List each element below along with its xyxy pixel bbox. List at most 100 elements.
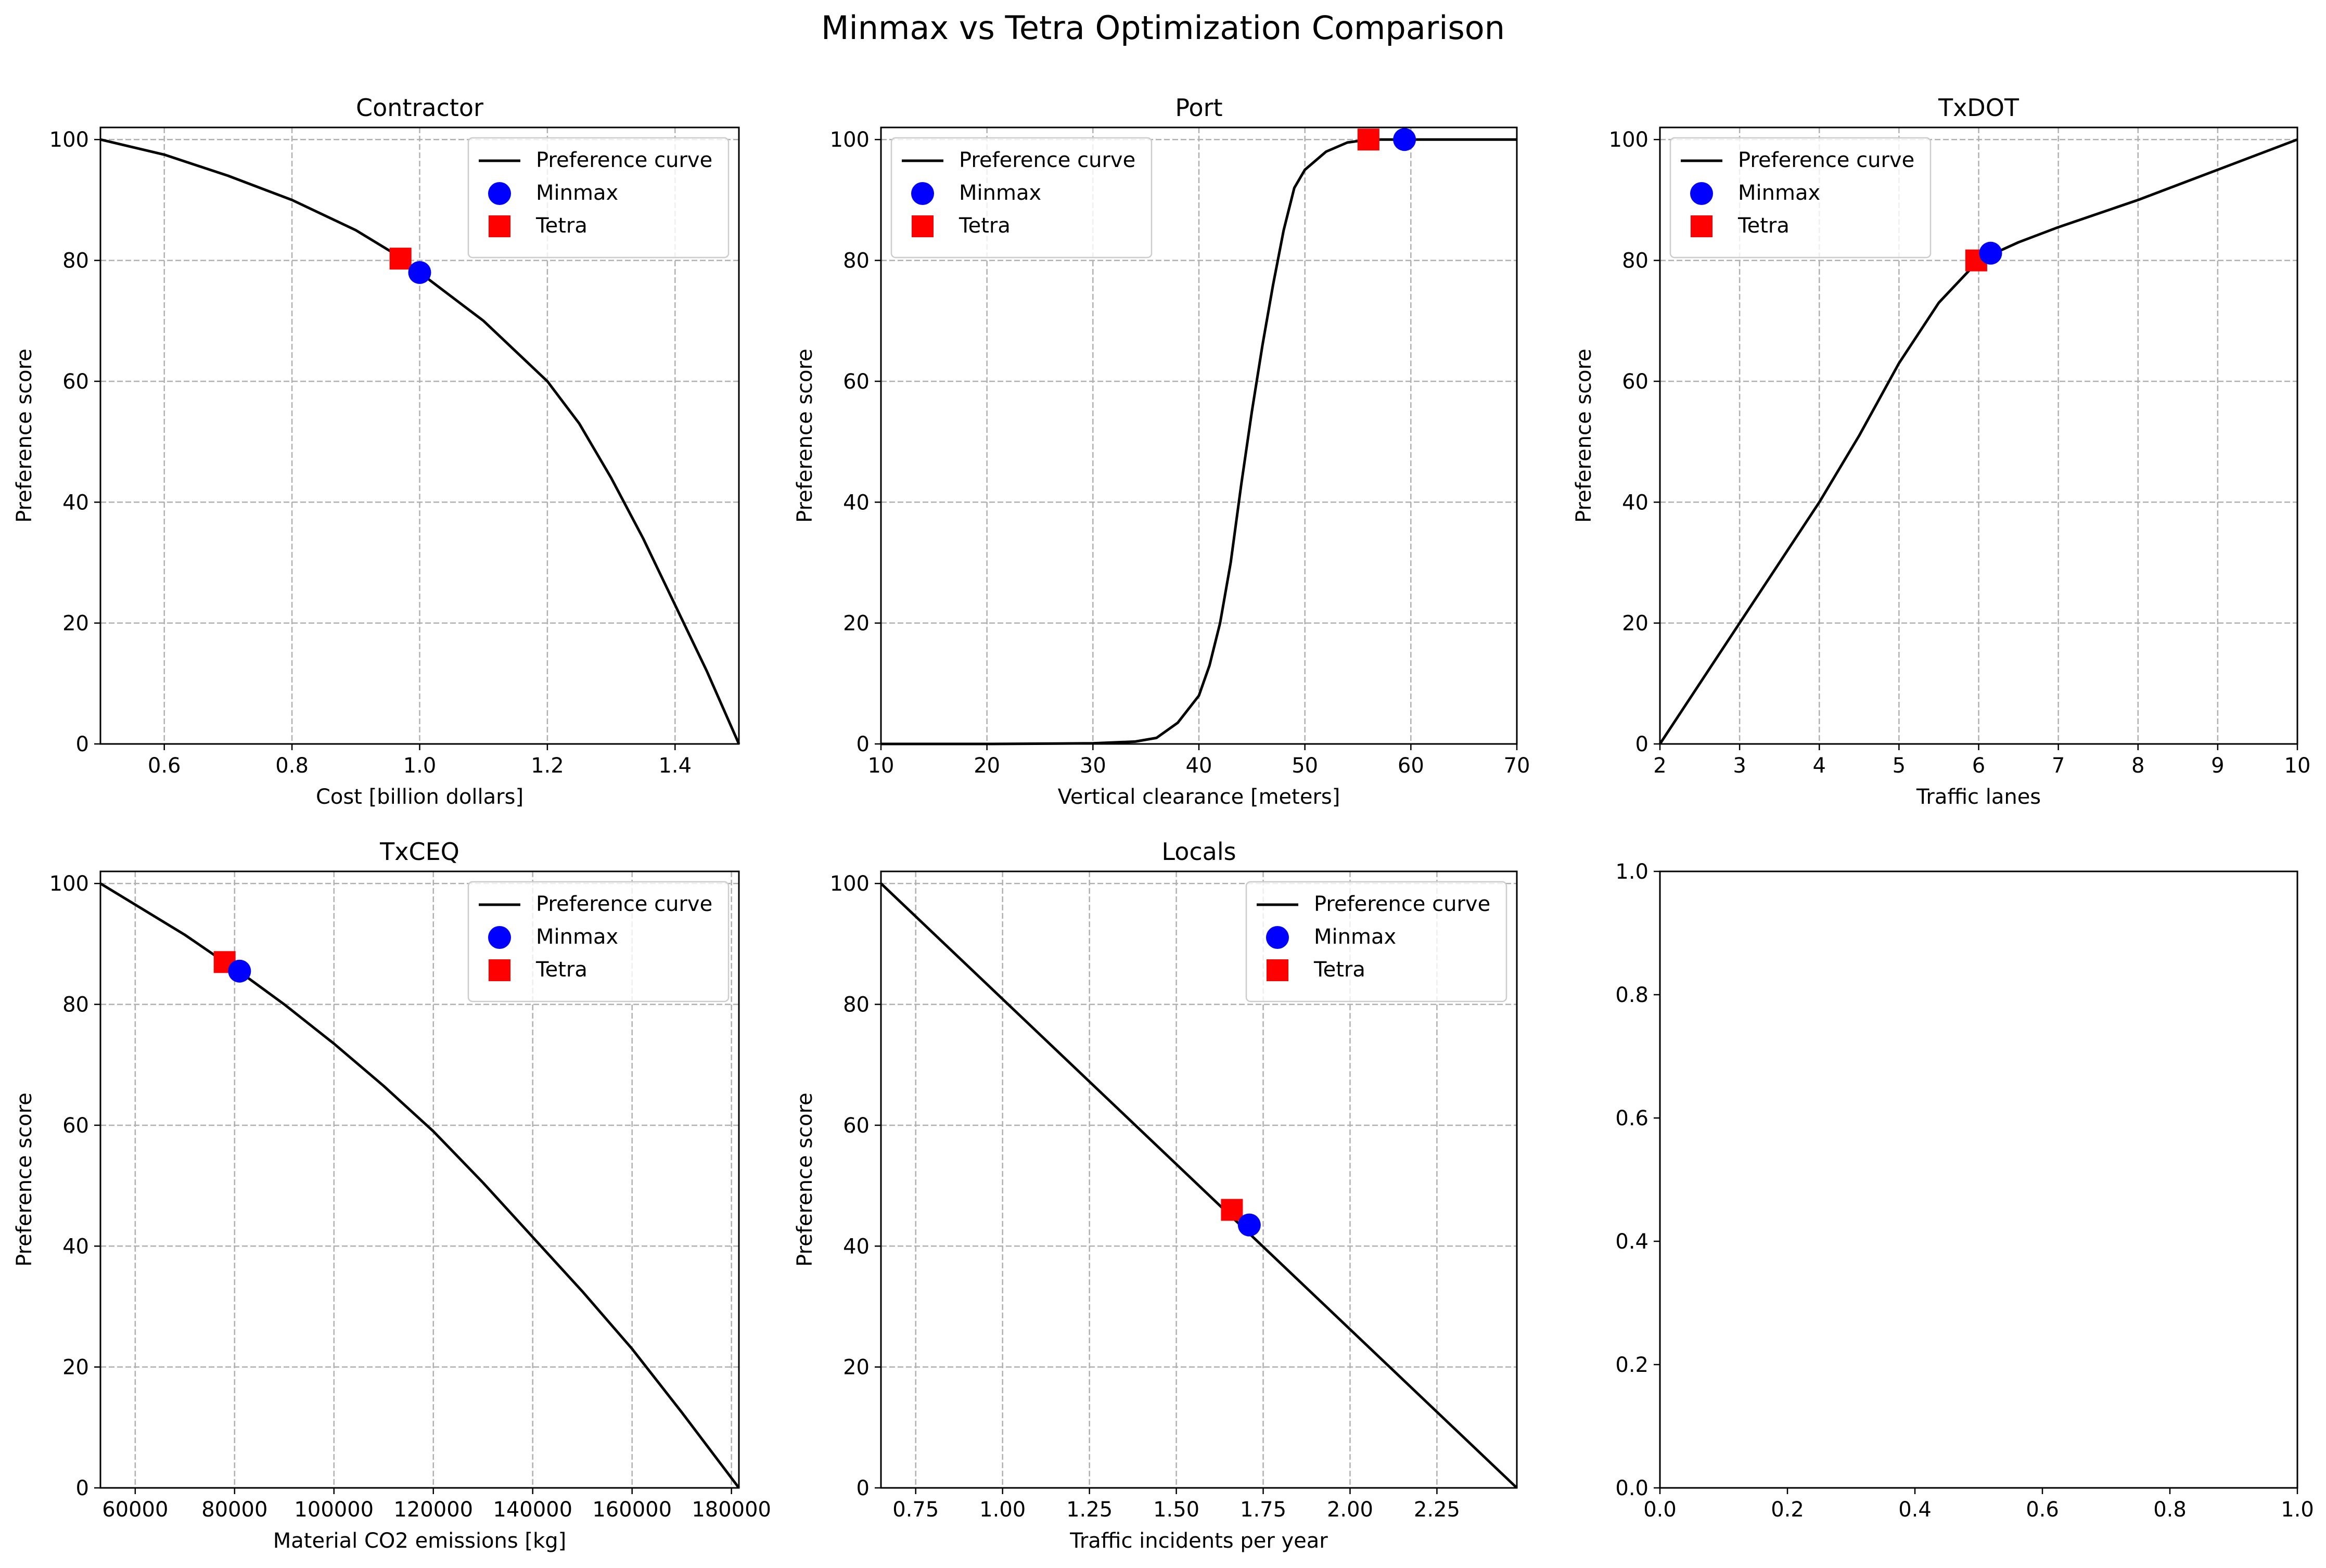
x-tick-label: 100000 (294, 1498, 374, 1522)
legend-label-minmax: Minmax (536, 925, 618, 949)
legend-label-minmax: Minmax (1738, 181, 1820, 205)
legend-box (1669, 137, 1932, 259)
x-tick-label: 80000 (201, 1498, 267, 1522)
x-tick-label: 1.25 (1066, 1498, 1113, 1522)
legend: Preference curve Minmax Tetra (1669, 137, 1932, 259)
x-tick-label: 1.4 (658, 754, 692, 778)
x-tick-label: 2.00 (1327, 1498, 1373, 1522)
y-tick-label: 0 (857, 732, 870, 756)
y-tick-label: 40 (1622, 491, 1648, 515)
legend-tetra-swatch (1267, 959, 1288, 981)
y-tick-label: 20 (62, 612, 89, 636)
y-axis-label: Preference score (12, 349, 36, 523)
y-tick-label: 20 (843, 1356, 870, 1380)
y-tick-label: 0 (857, 1476, 870, 1500)
x-tick-label: 0.8 (275, 754, 309, 778)
y-tick-label: 100 (830, 128, 870, 152)
tetra-point-marker (1357, 128, 1379, 151)
x-tick-label: 180000 (692, 1498, 771, 1522)
tetra-point-marker (1221, 1199, 1243, 1221)
legend-tetra-swatch (489, 215, 510, 237)
legend-tetra-swatch (489, 959, 510, 981)
minmax-point-marker (408, 261, 431, 284)
legend-box (890, 137, 1153, 259)
y-tick-label: 80 (843, 993, 870, 1017)
legend-tetra-swatch (912, 215, 934, 237)
x-tick-label: 50 (1292, 754, 1318, 778)
y-tick-label: 40 (62, 1235, 89, 1258)
x-tick-label: 140000 (493, 1498, 572, 1522)
legend: Preference curve Minmax Tetra (467, 881, 730, 1003)
y-tick-label: 0.6 (1615, 1107, 1648, 1130)
y-tick-label: 40 (843, 491, 870, 515)
x-tick-label: 0.8 (2153, 1498, 2187, 1522)
x-tick-label: 60 (1398, 754, 1424, 778)
legend-label-tetra: Tetra (535, 214, 587, 238)
x-tick-label: 0.6 (148, 754, 181, 778)
figure-title: Minmax vs Tetra Optimization Comparison (821, 9, 1505, 47)
subplot-title: Port (1175, 94, 1222, 122)
minmax-point-marker (1237, 1213, 1261, 1237)
legend: Preference curve Minmax Tetra (890, 137, 1153, 259)
x-tick-label: 160000 (592, 1498, 672, 1522)
legend-minmax-swatch (911, 182, 934, 205)
legend-box (467, 881, 730, 1003)
preference-curve-line (1658, 138, 2298, 745)
y-tick-label: 20 (62, 1356, 89, 1380)
y-tick-label: 0.2 (1615, 1353, 1648, 1377)
axes-frame (99, 870, 740, 1489)
x-tick-label: 40 (1186, 754, 1212, 778)
x-tick-label: 10 (2284, 754, 2311, 778)
x-tick-label: 3 (1733, 754, 1746, 778)
y-tick-label: 0 (1635, 732, 1648, 756)
legend-label-minmax: Minmax (959, 181, 1041, 205)
x-axis-label: Traffic lanes (1916, 785, 2041, 809)
legend-label-tetra: Tetra (958, 214, 1011, 238)
preference-curve-line (880, 882, 1518, 1489)
x-tick-label: 9 (2211, 754, 2224, 778)
legend-label-minmax: Minmax (536, 181, 618, 205)
legend: Preference curve Minmax Tetra (467, 137, 730, 259)
y-tick-label: 100 (49, 872, 89, 896)
y-tick-label: 40 (843, 1235, 870, 1258)
y-tick-label: 100 (49, 128, 89, 152)
legend-label-curve: Preference curve (536, 148, 712, 172)
y-tick-label: 60 (62, 1114, 89, 1138)
x-axis-label: Material CO2 emissions [kg] (273, 1529, 566, 1553)
x-axis-label: Cost [billion dollars] (316, 785, 523, 809)
x-tick-label: 8 (2131, 754, 2144, 778)
x-tick-label: 0.4 (1898, 1498, 1932, 1522)
x-tick-label: 0.6 (2026, 1498, 2059, 1522)
x-tick-label: 0.0 (1643, 1498, 1677, 1522)
x-tick-label: 0.2 (1771, 1498, 1804, 1522)
y-axis-label: Preference score (793, 1093, 817, 1267)
preference-curve-line (881, 138, 1517, 746)
minmax-point-marker (228, 959, 251, 983)
y-tick-label: 0.0 (1615, 1476, 1648, 1500)
subplot-4: 60000 80000 100000 120000 140000 160000 180000… (12, 838, 771, 1553)
legend-label-curve: Preference curve (1314, 892, 1490, 916)
x-tick-label: 7 (2052, 754, 2065, 778)
x-tick-label: 1.0 (2281, 1498, 2314, 1522)
y-tick-label: 80 (843, 249, 870, 273)
x-tick-label: 2.25 (1414, 1498, 1460, 1522)
x-tick-label: 4 (1813, 754, 1826, 778)
x-tick-label: 0.75 (892, 1498, 939, 1522)
y-tick-label: 0 (76, 732, 89, 756)
x-tick-label: 70 (1504, 754, 1530, 778)
y-tick-label: 80 (1622, 249, 1648, 273)
legend-label-curve: Preference curve (1738, 148, 1914, 172)
subplot-title: Contractor (356, 94, 483, 122)
y-tick-label: 20 (843, 612, 870, 636)
legend-minmax-swatch (1266, 926, 1289, 949)
y-tick-label: 0 (76, 1476, 89, 1500)
legend-label-tetra: Tetra (535, 958, 587, 982)
y-tick-label: 0.4 (1615, 1230, 1648, 1254)
x-tick-label: 30 (1080, 754, 1106, 778)
y-axis-label: Preference score (12, 1093, 36, 1267)
legend-label-curve: Preference curve (536, 892, 712, 916)
y-tick-label: 1.0 (1615, 860, 1648, 884)
legend: Preference curve Minmax Tetra (1245, 881, 1507, 1003)
subplot-title: TxDOT (1938, 94, 2020, 122)
